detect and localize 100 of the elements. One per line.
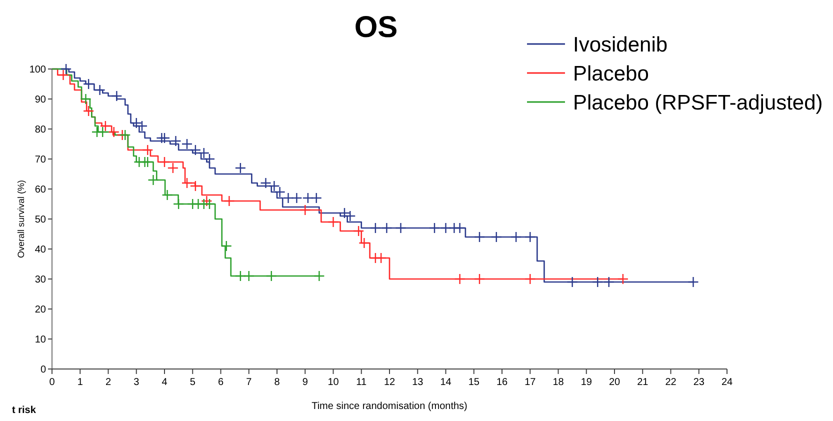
y-tick-label: 100 bbox=[29, 64, 46, 76]
y-tick-label: 40 bbox=[34, 244, 46, 256]
y-tick-label: 20 bbox=[34, 304, 46, 316]
point bbox=[428, 222, 440, 234]
x-tick-label: 15 bbox=[468, 377, 480, 388]
x-tick-label: 24 bbox=[721, 377, 733, 388]
point bbox=[181, 177, 193, 189]
x-tick-label: 18 bbox=[552, 377, 564, 388]
x-tick-label: 4 bbox=[162, 377, 168, 388]
point bbox=[381, 222, 392, 234]
legend-label: Placebo (RPSFT-adjusted) bbox=[573, 91, 823, 114]
x-tick-label: 7 bbox=[246, 377, 252, 388]
x-tick-label: 13 bbox=[412, 377, 424, 388]
y-tick-label: 30 bbox=[34, 274, 46, 286]
point bbox=[142, 144, 154, 156]
point bbox=[454, 222, 466, 234]
point bbox=[352, 225, 364, 237]
y-tick-label: 70 bbox=[34, 154, 46, 166]
x-tick-label: 19 bbox=[580, 377, 592, 388]
point bbox=[142, 156, 154, 168]
point bbox=[60, 63, 72, 75]
x-tick-label: 3 bbox=[134, 377, 140, 388]
point bbox=[97, 126, 108, 138]
chart-title: OS bbox=[354, 11, 398, 44]
point bbox=[243, 270, 254, 282]
point bbox=[190, 180, 202, 192]
x-tick-label: 12 bbox=[384, 377, 396, 388]
point bbox=[158, 156, 170, 168]
y-tick-label: 50 bbox=[34, 214, 46, 226]
point bbox=[58, 69, 69, 81]
point bbox=[617, 273, 629, 285]
point bbox=[234, 270, 246, 282]
y-tick-label: 10 bbox=[34, 334, 46, 346]
text: t risk bbox=[12, 405, 36, 416]
point bbox=[260, 177, 272, 189]
point bbox=[358, 237, 370, 249]
point bbox=[314, 270, 325, 282]
point bbox=[158, 132, 170, 144]
x-tick-label: 11 bbox=[356, 377, 367, 388]
point bbox=[440, 222, 452, 234]
x-tick-label: 8 bbox=[274, 377, 280, 388]
point bbox=[302, 192, 314, 204]
point bbox=[282, 192, 294, 204]
point bbox=[603, 276, 614, 288]
point bbox=[162, 189, 173, 201]
point bbox=[170, 135, 182, 147]
point bbox=[510, 231, 522, 243]
point bbox=[190, 144, 202, 156]
x-tick-label: 6 bbox=[218, 377, 224, 388]
point bbox=[82, 105, 94, 117]
point bbox=[100, 120, 112, 132]
x-tick-label: 17 bbox=[524, 377, 536, 388]
point bbox=[181, 138, 193, 150]
point bbox=[224, 195, 235, 207]
x-tick-label: 21 bbox=[637, 377, 649, 388]
point bbox=[220, 240, 232, 252]
point bbox=[328, 216, 339, 228]
point bbox=[474, 231, 486, 243]
point bbox=[454, 273, 466, 285]
legend-label: Ivosidenib bbox=[573, 33, 668, 56]
point bbox=[111, 90, 122, 102]
x-tick-label: 5 bbox=[190, 377, 196, 388]
point bbox=[291, 192, 302, 204]
x-tick-label: 20 bbox=[608, 377, 620, 388]
point bbox=[204, 198, 216, 210]
point bbox=[474, 273, 486, 285]
point bbox=[167, 162, 179, 174]
point bbox=[524, 273, 536, 285]
x-tick-label: 23 bbox=[693, 377, 705, 388]
point bbox=[592, 276, 604, 288]
x-tick-label: 22 bbox=[665, 377, 677, 388]
y-tick-label: 90 bbox=[34, 94, 46, 106]
point bbox=[94, 84, 106, 96]
x-tick-label: 14 bbox=[440, 377, 452, 388]
x-tick-label: 9 bbox=[302, 377, 308, 388]
point bbox=[566, 276, 578, 288]
y-axis-title: Overall survival (%) bbox=[16, 180, 26, 258]
y-tick-label: 60 bbox=[34, 184, 46, 196]
point bbox=[82, 78, 94, 90]
point bbox=[395, 222, 406, 234]
point bbox=[300, 204, 311, 216]
point bbox=[234, 162, 246, 174]
x-tick-label: 0 bbox=[49, 377, 56, 388]
x-tick-label: 16 bbox=[496, 377, 508, 388]
point bbox=[201, 195, 212, 207]
point bbox=[266, 270, 277, 282]
point bbox=[524, 231, 536, 243]
y-tick-label: 80 bbox=[34, 124, 46, 136]
legend-label: Placebo bbox=[573, 62, 649, 86]
x-tick-label: 2 bbox=[105, 377, 112, 388]
y-tick-label: 0 bbox=[40, 364, 46, 376]
point bbox=[375, 252, 387, 264]
point bbox=[148, 174, 159, 186]
point bbox=[370, 222, 382, 234]
point bbox=[172, 198, 184, 210]
point bbox=[108, 126, 120, 138]
point bbox=[688, 276, 699, 288]
point bbox=[80, 93, 92, 105]
x-tick-label: 10 bbox=[328, 377, 340, 388]
x-tick-label: 1 bbox=[77, 377, 84, 388]
